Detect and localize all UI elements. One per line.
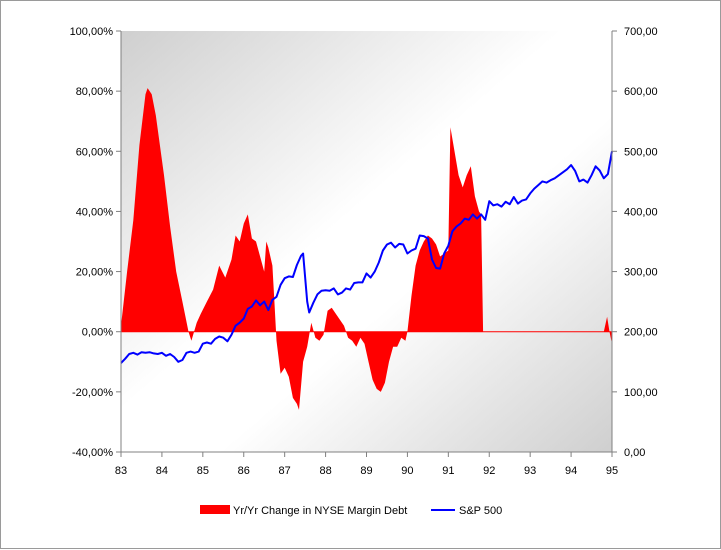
x-tick-label: 91 [442, 465, 454, 477]
y-left-tick-label: 0,00% [82, 327, 113, 339]
x-tick-label: 84 [156, 465, 168, 477]
legend-swatch-margin-debt [200, 505, 230, 514]
y-right-tick-label: 700,00 [624, 26, 658, 38]
y-right-tick-label: 300,00 [624, 267, 658, 279]
x-tick-label: 94 [565, 465, 577, 477]
series-area-margin-debt-tail [603, 316, 612, 344]
x-tick-label: 87 [279, 465, 291, 477]
plot-area [121, 31, 612, 452]
legend-label-margin-debt: Yr/Yr Change in NYSE Margin Debt [233, 505, 407, 517]
y-left-tick-label: 20,00% [76, 267, 114, 279]
x-tick-label: 85 [197, 465, 209, 477]
x-tick-label: 93 [524, 465, 536, 477]
x-tick-label: 83 [115, 465, 127, 477]
x-tick-label: 92 [483, 465, 495, 477]
x-tick-label: 88 [319, 465, 331, 477]
y-left-tick-label: 100,00% [70, 26, 114, 38]
x-tick-label: 89 [360, 465, 372, 477]
x-tick-label: 86 [238, 465, 250, 477]
series-area-margin-debt [121, 88, 490, 410]
x-tick-label: 90 [401, 465, 413, 477]
y-right-tick-label: 400,00 [624, 206, 658, 218]
y-left-tick-label: -40,00% [72, 447, 113, 459]
y-right-tick-label: 600,00 [624, 86, 658, 98]
x-tick-label: 95 [606, 465, 618, 477]
y-left-tick-label: -20,00% [72, 387, 113, 399]
y-right-tick-label: 100,00 [624, 387, 658, 399]
y-left-tick-label: 40,00% [76, 206, 114, 218]
y-right-tick-label: 0,00 [624, 447, 645, 459]
y-right-tick-label: 200,00 [624, 327, 658, 339]
y-right-tick-label: 500,00 [624, 146, 658, 158]
y-left-tick-label: 80,00% [76, 86, 114, 98]
y-left-tick-label: 60,00% [76, 146, 114, 158]
series-line-sp500 [120, 151, 613, 364]
legend-label-sp500: S&P 500 [459, 505, 502, 517]
